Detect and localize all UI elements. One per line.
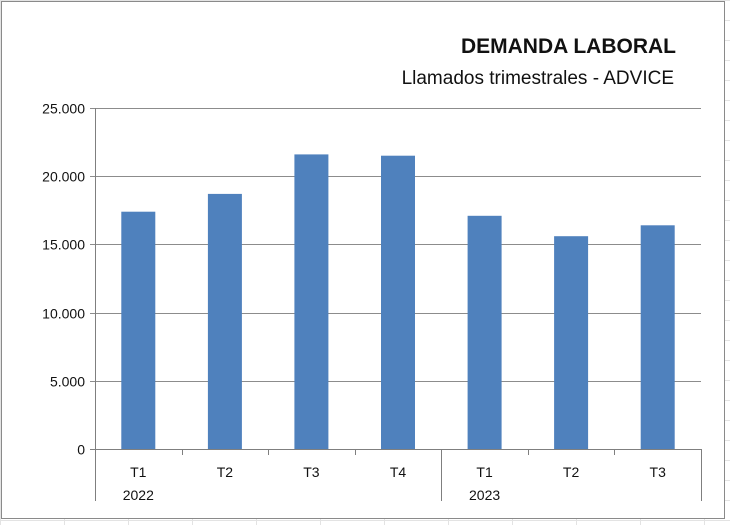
y-tick-label: 0 [77,442,85,458]
bar [207,193,242,449]
chart-subtitle: Llamados trimestrales - ADVICE [401,68,674,89]
y-tick-label: 25.000 [42,101,85,117]
bar [381,155,415,449]
x-tick-label: T3 [650,464,667,480]
x-group-label: 2023 [469,487,500,503]
x-tick-label: T3 [303,464,320,480]
x-tick-label: T1 [130,464,147,480]
y-tick-label: 20.000 [42,169,85,185]
bar [640,225,675,449]
x-tick-label: T1 [476,464,493,480]
bar [294,154,329,449]
x-tick-label: T2 [217,464,234,480]
bar [467,215,502,449]
x-tick-label: T2 [563,464,580,480]
tick-labels: 0 5.000 10.000 15.000 20.000 25.000 T1 2022 T2 T3… [42,101,666,504]
bars [121,154,675,449]
axes [90,108,702,501]
x-tick-label: T4 [390,464,407,480]
y-tick-label: 15.000 [42,237,85,253]
x-group-label: 2022 [123,487,154,503]
bar [554,236,589,449]
y-tick-label: 10.000 [42,306,85,322]
bar [121,211,156,449]
y-tick-label: 5.000 [50,374,85,390]
chart-title: DEMANDA LABORAL [460,35,676,58]
